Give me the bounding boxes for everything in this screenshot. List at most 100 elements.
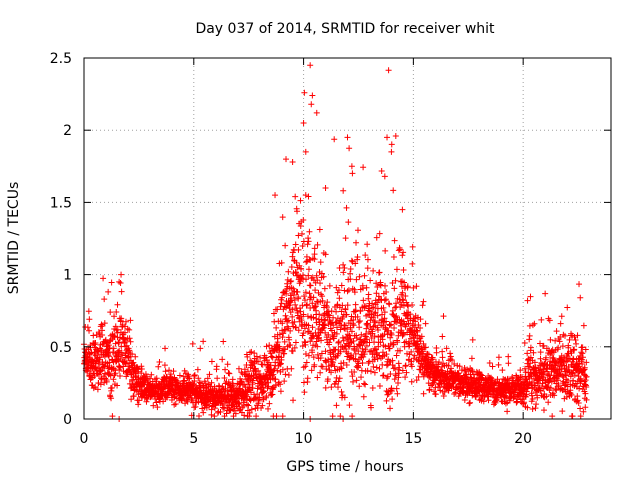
data-point xyxy=(373,364,380,371)
data-point xyxy=(276,349,283,356)
data-point xyxy=(316,226,323,233)
data-point xyxy=(353,334,360,341)
data-point xyxy=(340,337,347,344)
data-point xyxy=(105,353,112,360)
data-point xyxy=(394,339,401,346)
data-point xyxy=(364,367,371,374)
data-point xyxy=(563,393,570,400)
data-point xyxy=(108,384,115,391)
data-point xyxy=(344,302,351,309)
data-point xyxy=(415,357,422,364)
data-point xyxy=(224,361,231,368)
data-point xyxy=(306,228,313,235)
data-point xyxy=(373,234,380,241)
data-point xyxy=(326,339,333,346)
data-point xyxy=(238,378,245,385)
grid-lines xyxy=(84,58,611,419)
data-point xyxy=(301,389,308,396)
y-axis-label: SRMTID / TECUs xyxy=(6,182,22,295)
data-point xyxy=(272,192,279,199)
data-point xyxy=(399,206,406,213)
data-point xyxy=(526,322,533,329)
data-point xyxy=(402,374,409,381)
data-point xyxy=(414,328,421,335)
data-point xyxy=(527,293,534,300)
data-point xyxy=(395,360,402,367)
data-point xyxy=(389,361,396,368)
data-point xyxy=(329,413,336,420)
data-point xyxy=(522,365,529,372)
data-point xyxy=(338,308,345,315)
data-point xyxy=(130,359,137,366)
data-point xyxy=(107,372,114,379)
data-point xyxy=(526,332,533,339)
data-point xyxy=(439,348,446,355)
data-point xyxy=(348,257,355,264)
data-point xyxy=(499,367,506,374)
data-point xyxy=(302,289,309,296)
data-point xyxy=(559,408,566,415)
data-point xyxy=(293,324,300,331)
data-point xyxy=(109,413,116,420)
data-point xyxy=(335,287,342,294)
data-point xyxy=(550,355,557,362)
data-point xyxy=(108,395,115,402)
data-point xyxy=(358,374,365,381)
data-point xyxy=(353,276,360,283)
data-point xyxy=(572,337,579,344)
data-point xyxy=(262,380,269,387)
data-point xyxy=(285,317,292,324)
data-point xyxy=(260,388,267,395)
data-point xyxy=(266,400,273,407)
data-point xyxy=(374,312,381,319)
data-point xyxy=(388,148,395,155)
data-point xyxy=(116,278,123,285)
data-point xyxy=(245,402,252,409)
data-point xyxy=(359,345,366,352)
x-axis-label: GPS time / hours xyxy=(286,459,403,475)
data-point xyxy=(451,391,458,398)
data-point xyxy=(276,331,283,338)
data-point xyxy=(492,397,499,404)
data-point xyxy=(221,375,228,382)
data-point xyxy=(564,304,571,311)
data-point xyxy=(582,390,589,397)
data-point xyxy=(310,294,317,301)
data-point xyxy=(150,402,157,409)
data-point xyxy=(115,339,122,346)
data-point xyxy=(268,353,275,360)
data-point xyxy=(337,413,344,420)
data-point xyxy=(582,346,589,353)
data-point xyxy=(352,301,359,308)
data-point xyxy=(197,345,204,352)
data-point xyxy=(122,318,129,325)
data-point xyxy=(103,378,110,385)
data-point xyxy=(329,359,336,366)
data-point xyxy=(91,341,98,348)
data-point xyxy=(543,354,550,361)
data-point xyxy=(322,348,329,355)
data-point xyxy=(400,331,407,338)
data-point xyxy=(180,373,187,380)
data-point xyxy=(579,354,586,361)
data-point xyxy=(417,338,424,345)
data-point xyxy=(302,341,309,348)
data-point xyxy=(451,360,458,367)
data-point xyxy=(298,266,305,273)
data-point xyxy=(576,376,583,383)
data-point xyxy=(557,333,564,340)
data-point xyxy=(468,355,475,362)
data-point xyxy=(359,285,366,292)
data-point xyxy=(334,324,341,331)
data-point xyxy=(304,313,311,320)
data-point xyxy=(351,369,358,376)
data-point xyxy=(135,397,142,404)
data-point xyxy=(291,318,298,325)
data-point xyxy=(101,363,108,370)
data-point xyxy=(582,404,589,411)
x-tick-label: 5 xyxy=(189,431,198,447)
data-point xyxy=(191,372,198,379)
data-point xyxy=(349,413,356,420)
data-point xyxy=(114,334,121,341)
data-point xyxy=(347,324,354,331)
